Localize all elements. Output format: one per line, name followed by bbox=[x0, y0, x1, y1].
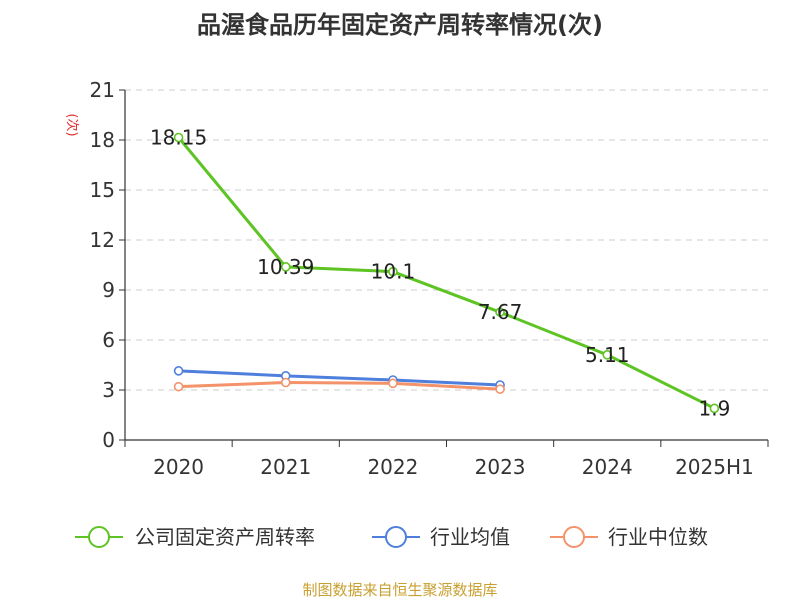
series-0-point bbox=[173, 132, 184, 143]
series-2-point bbox=[495, 384, 505, 394]
series-group bbox=[173, 132, 720, 414]
series-2-point bbox=[280, 377, 291, 388]
axes: 0 3 6 9 12 15 18 21 2020 2021 2022 2023 2024 2025H1 bbox=[90, 78, 769, 479]
legend-label-0: 公司固定资产周转率 bbox=[135, 525, 315, 549]
y-tick-label: 6 bbox=[102, 328, 115, 352]
x-tick-label: 2025H1 bbox=[675, 455, 754, 479]
y-tick-label: 15 bbox=[90, 178, 115, 202]
series-0-point bbox=[280, 262, 291, 272]
data-label: 18.15 bbox=[150, 126, 207, 150]
chart-title: 品渥食品历年固定资产周转率情况(次) bbox=[197, 11, 603, 39]
data-label: 10.1 bbox=[371, 260, 416, 284]
grid-lines bbox=[125, 89, 768, 391]
y-tick-label: 18 bbox=[90, 128, 115, 152]
y-tick-label: 0 bbox=[102, 428, 115, 452]
y-tick-label: 9 bbox=[102, 278, 115, 302]
data-label: 10.39 bbox=[257, 255, 314, 279]
legend-marker-0 bbox=[88, 526, 110, 548]
legend-label-1: 行业均值 bbox=[430, 525, 510, 549]
data-label: 1.9 bbox=[699, 396, 731, 420]
x-tick-label: 2022 bbox=[367, 455, 418, 479]
data-labels: 18.15 10.39 10.1 7.67 5.11 1.9 bbox=[150, 126, 730, 421]
legend-marker-1 bbox=[385, 526, 407, 548]
series-line-1 bbox=[178, 369, 501, 387]
data-label: 5.11 bbox=[585, 343, 630, 367]
x-tick-label: 2024 bbox=[582, 455, 633, 479]
series-0-point bbox=[388, 266, 398, 277]
source-note: 制图数据来自恒生聚源数据库 bbox=[302, 581, 497, 599]
x-tick-label: 2020 bbox=[153, 455, 204, 479]
legend: 公司固定资产周转率 行业均值 行业中位数 bbox=[75, 525, 708, 549]
series-0-point bbox=[709, 403, 720, 414]
series-line-2 bbox=[178, 381, 501, 391]
series-2-point bbox=[173, 381, 184, 392]
legend-marker-2 bbox=[563, 526, 585, 548]
series-2-point bbox=[388, 378, 398, 389]
y-tick-label: 21 bbox=[90, 78, 115, 102]
data-label: 7.67 bbox=[478, 300, 523, 324]
series-0-point bbox=[495, 307, 505, 317]
legend-label-2: 行业中位数 bbox=[608, 525, 708, 549]
x-tick-label: 2023 bbox=[475, 455, 526, 479]
series-line-0 bbox=[177, 136, 716, 410]
x-tick-label: 2021 bbox=[260, 455, 311, 479]
y-tick-label: 12 bbox=[90, 228, 115, 252]
series-0-point bbox=[602, 350, 613, 360]
y-tick-label: 3 bbox=[102, 378, 115, 402]
y-axis-label: (次) bbox=[64, 113, 80, 136]
series-1-point bbox=[173, 366, 184, 376]
